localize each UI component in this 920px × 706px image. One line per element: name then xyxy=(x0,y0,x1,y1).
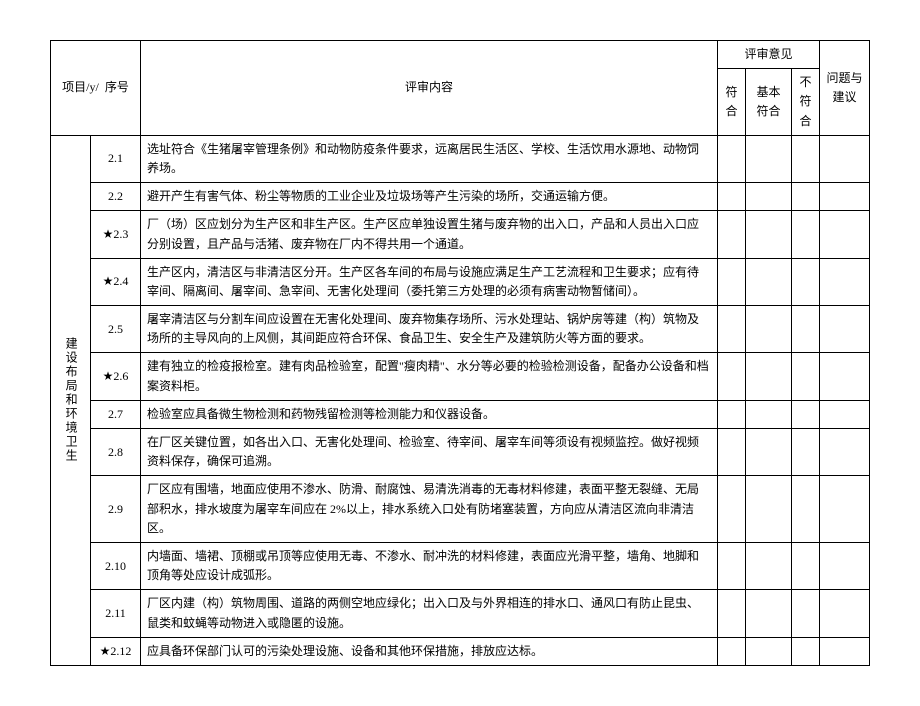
content-cell: 厂区内建（构）筑物周围、道路的两侧空地应绿化；出入口及与外界相连的排水口、通风口… xyxy=(141,590,718,637)
hdr-content: 评审内容 xyxy=(141,41,718,136)
suggestion-cell xyxy=(820,542,870,589)
content-cell: 厂（场）区应划分为生产区和非生产区。生产区应单独设置生猪与废弃物的出入口，产品和… xyxy=(141,211,718,258)
opinion-cell xyxy=(717,183,745,211)
seq-cell: 2.11 xyxy=(91,590,141,637)
opinion-cell xyxy=(717,306,745,353)
hdr-opinion-group: 评审意见 xyxy=(717,41,819,69)
opinion-cell xyxy=(717,637,745,665)
opinion-cell xyxy=(791,542,819,589)
opinion-cell xyxy=(717,590,745,637)
opinion-cell xyxy=(745,306,791,353)
opinion-cell xyxy=(717,353,745,400)
opinion-cell xyxy=(717,135,745,182)
opinion-cell xyxy=(745,637,791,665)
opinion-cell xyxy=(791,135,819,182)
table-row: ★2.12应具备环保部门认可的污染处理设施、设备和其他环保措施，排放应达标。 xyxy=(51,637,870,665)
table-row: 2.2避开产生有害气体、粉尘等物质的工业企业及垃圾场等产生污染的场所，交通运输方… xyxy=(51,183,870,211)
seq-cell: 2.10 xyxy=(91,542,141,589)
suggestion-cell xyxy=(820,353,870,400)
opinion-cell xyxy=(791,429,819,476)
seq-cell: 2.8 xyxy=(91,429,141,476)
opinion-cell xyxy=(745,429,791,476)
opinion-cell xyxy=(745,353,791,400)
opinion-cell xyxy=(791,476,819,543)
opinion-cell xyxy=(745,542,791,589)
opinion-cell xyxy=(717,400,745,428)
table-row: 2.11厂区内建（构）筑物周围、道路的两侧空地应绿化；出入口及与外界相连的排水口… xyxy=(51,590,870,637)
opinion-cell xyxy=(745,135,791,182)
opinion-cell xyxy=(791,258,819,305)
opinion-cell xyxy=(717,211,745,258)
table-row: 2.8在厂区关键位置，如各出入口、无害化处理间、检验室、待宰间、屠宰车间等须设有… xyxy=(51,429,870,476)
seq-cell: 2.5 xyxy=(91,306,141,353)
content-cell: 应具备环保部门认可的污染处理设施、设备和其他环保措施，排放应达标。 xyxy=(141,637,718,665)
seq-cell: ★2.3 xyxy=(91,211,141,258)
seq-cell: 2.1 xyxy=(91,135,141,182)
opinion-cell xyxy=(791,306,819,353)
table-row: 2.9厂区应有围墙，地面应使用不渗水、防滑、耐腐蚀、易清洗消毒的无毒材料修建，表… xyxy=(51,476,870,543)
hdr-project-seq: 项目/y/ 序号 xyxy=(51,41,141,136)
category-cell: 建设布局和环境卫生 xyxy=(51,135,91,665)
table-row: 2.7检验室应具备微生物检测和药物残留检测等检测能力和仪器设备。 xyxy=(51,400,870,428)
hdr-op1: 符合 xyxy=(717,69,745,136)
opinion-cell xyxy=(791,637,819,665)
content-cell: 在厂区关键位置，如各出入口、无害化处理间、检验室、待宰间、屠宰车间等须设有视频监… xyxy=(141,429,718,476)
content-cell: 避开产生有害气体、粉尘等物质的工业企业及垃圾场等产生污染的场所，交通运输方便。 xyxy=(141,183,718,211)
hdr-op3: 不符合 xyxy=(791,69,819,136)
content-cell: 选址符合《生猪屠宰管理条例》和动物防疫条件要求，远离居民生活区、学校、生活饮用水… xyxy=(141,135,718,182)
opinion-cell xyxy=(745,590,791,637)
content-cell: 厂区应有围墙，地面应使用不渗水、防滑、耐腐蚀、易清洗消毒的无毒材料修建，表面平整… xyxy=(141,476,718,543)
table-row: 建设布局和环境卫生2.1选址符合《生猪屠宰管理条例》和动物防疫条件要求，远离居民… xyxy=(51,135,870,182)
table-row: ★2.3厂（场）区应划分为生产区和非生产区。生产区应单独设置生猪与废弃物的出入口… xyxy=(51,211,870,258)
suggestion-cell xyxy=(820,476,870,543)
opinion-cell xyxy=(717,429,745,476)
review-table: 项目/y/ 序号 评审内容 评审意见 问题与建议 符合 基本符合 不符合 建设布… xyxy=(50,40,870,666)
suggestion-cell xyxy=(820,400,870,428)
content-cell: 屠宰清洁区与分割车间应设置在无害化处理间、废弃物集存场所、污水处理站、锅炉房等建… xyxy=(141,306,718,353)
opinion-cell xyxy=(717,542,745,589)
suggestion-cell xyxy=(820,183,870,211)
seq-cell: ★2.4 xyxy=(91,258,141,305)
suggestion-cell xyxy=(820,211,870,258)
opinion-cell xyxy=(791,400,819,428)
hdr-suggest: 问题与建议 xyxy=(820,41,870,136)
seq-cell: ★2.12 xyxy=(91,637,141,665)
content-cell: 生产区内，清洁区与非清洁区分开。生产区各车间的布局与设施应满足生产工艺流程和卫生… xyxy=(141,258,718,305)
suggestion-cell xyxy=(820,429,870,476)
seq-cell: ★2.6 xyxy=(91,353,141,400)
opinion-cell xyxy=(791,590,819,637)
opinion-cell xyxy=(745,258,791,305)
content-cell: 建有独立的检疫报检室。建有肉品检验室，配置"瘦肉精"、水分等必要的检验检测设备，… xyxy=(141,353,718,400)
opinion-cell xyxy=(745,476,791,543)
suggestion-cell xyxy=(820,590,870,637)
table-row: ★2.6建有独立的检疫报检室。建有肉品检验室，配置"瘦肉精"、水分等必要的检验检… xyxy=(51,353,870,400)
opinion-cell xyxy=(791,353,819,400)
opinion-cell xyxy=(745,183,791,211)
suggestion-cell xyxy=(820,135,870,182)
seq-cell: 2.9 xyxy=(91,476,141,543)
suggestion-cell xyxy=(820,637,870,665)
opinion-cell xyxy=(745,211,791,258)
seq-cell: 2.2 xyxy=(91,183,141,211)
seq-cell: 2.7 xyxy=(91,400,141,428)
table-row: 2.5屠宰清洁区与分割车间应设置在无害化处理间、废弃物集存场所、污水处理站、锅炉… xyxy=(51,306,870,353)
opinion-cell xyxy=(791,183,819,211)
suggestion-cell xyxy=(820,258,870,305)
suggestion-cell xyxy=(820,306,870,353)
opinion-cell xyxy=(791,211,819,258)
opinion-cell xyxy=(717,258,745,305)
table-row: ★2.4生产区内，清洁区与非清洁区分开。生产区各车间的布局与设施应满足生产工艺流… xyxy=(51,258,870,305)
table-row: 2.10内墙面、墙裙、顶棚或吊顶等应使用无毒、不渗水、耐冲洗的材料修建，表面应光… xyxy=(51,542,870,589)
opinion-cell xyxy=(717,476,745,543)
content-cell: 检验室应具备微生物检测和药物残留检测等检测能力和仪器设备。 xyxy=(141,400,718,428)
content-cell: 内墙面、墙裙、顶棚或吊顶等应使用无毒、不渗水、耐冲洗的材料修建，表面应光滑平整，… xyxy=(141,542,718,589)
hdr-op2: 基本符合 xyxy=(745,69,791,136)
opinion-cell xyxy=(745,400,791,428)
